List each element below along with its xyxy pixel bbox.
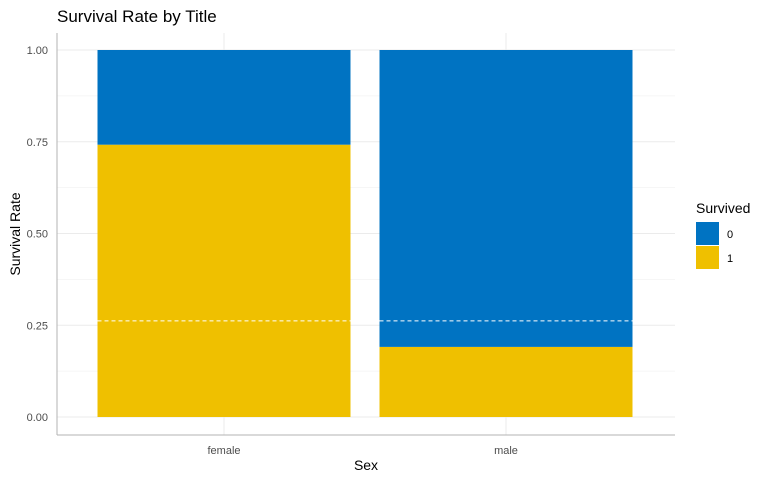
legend-key-1 (696, 246, 719, 269)
y-axis-title: Survival Rate (7, 192, 23, 275)
legend-key-0 (696, 222, 719, 245)
legend: Survived 0 1 (696, 200, 750, 269)
y-tick-label: 0.00 (27, 412, 48, 424)
bar-male-survived-0 (379, 50, 633, 347)
x-axis-title: Sex (354, 457, 378, 473)
y-tick-label: 0.25 (27, 320, 48, 332)
bar-female-survived-1 (97, 144, 351, 417)
legend-label-1: 1 (727, 253, 733, 265)
chart-title: Survival Rate by Title (57, 7, 217, 26)
legend-title: Survived (696, 200, 750, 216)
x-ticks: female male (207, 445, 517, 457)
legend-label-0: 0 (727, 229, 733, 241)
x-tick-label-female: female (207, 445, 240, 457)
bars (97, 50, 633, 417)
y-tick-label: 1.00 (27, 45, 48, 57)
y-tick-label: 0.50 (27, 229, 48, 241)
x-tick-label-male: male (494, 445, 518, 457)
y-ticks: 0.00 0.25 0.50 0.75 1.00 (27, 45, 48, 424)
bar-female-survived-0 (97, 50, 351, 145)
bar-male-survived-1 (379, 346, 633, 417)
y-tick-label: 0.75 (27, 137, 48, 149)
